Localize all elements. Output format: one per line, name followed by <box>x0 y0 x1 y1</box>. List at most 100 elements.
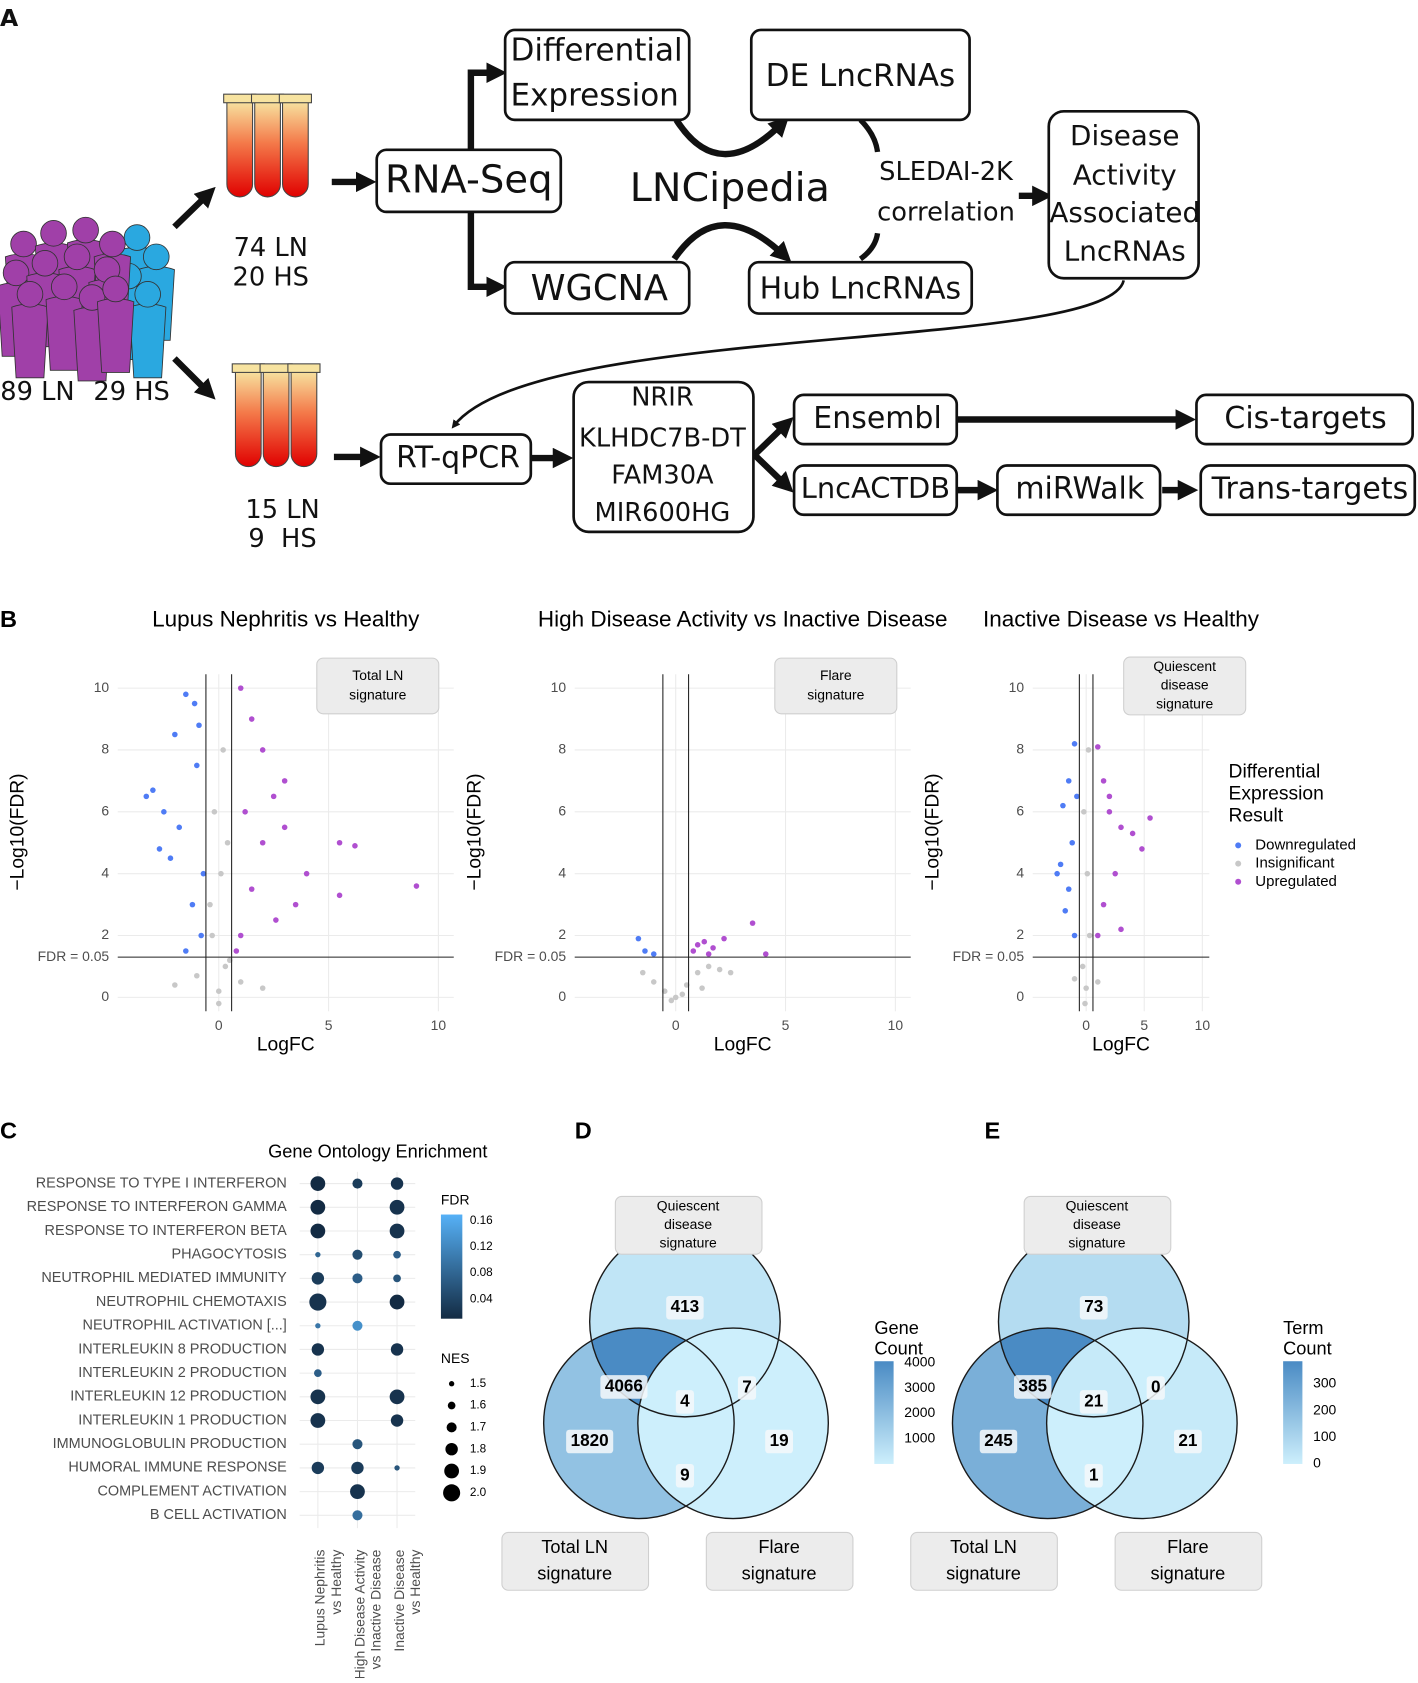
y-tick-label: 8 <box>1016 741 1024 757</box>
chart-title: Inactive Disease vs Healthy <box>983 607 1260 632</box>
venn-outline <box>951 1327 1144 1520</box>
set-label: Total LN <box>950 1537 1017 1557</box>
point <box>189 901 196 908</box>
person-head <box>99 230 126 258</box>
point <box>1106 809 1113 815</box>
row-label: INTERLEUKIN 12 PRODUCTION <box>70 1389 287 1405</box>
point <box>198 932 204 939</box>
point <box>161 809 167 815</box>
y-tick-label: 2 <box>101 926 109 942</box>
point <box>352 843 358 849</box>
set-label: disease <box>1073 1216 1121 1232</box>
x-axis-label: LogFC <box>714 1035 772 1056</box>
legend-swatch <box>1235 860 1242 867</box>
tube <box>254 97 281 198</box>
row-label: INTERLEUKIN 2 PRODUCTION <box>78 1365 287 1381</box>
node-label: Associated <box>1049 196 1200 229</box>
point <box>1086 932 1093 939</box>
legend-swatch <box>1235 878 1242 885</box>
point <box>270 793 277 800</box>
legend-tick: 2.0 <box>470 1486 487 1499</box>
dot <box>390 1414 404 1427</box>
dot <box>309 1293 327 1311</box>
tube <box>234 367 262 468</box>
region-label: 385 <box>1018 1376 1047 1395</box>
cohort-label: 15 LN <box>245 495 319 525</box>
set-label-box <box>705 1531 854 1591</box>
row-label: RESPONSE TO TYPE I INTERFERON <box>36 1175 287 1191</box>
tube-rim <box>278 93 312 104</box>
point <box>1071 740 1078 747</box>
point <box>194 762 200 769</box>
venn-outline <box>1045 1327 1238 1520</box>
set-label: Flare <box>1167 1537 1208 1557</box>
y-axis-label: −Log10(FDR) <box>7 773 28 890</box>
point <box>705 951 712 957</box>
x-tick-label: 5 <box>782 1017 790 1033</box>
legend-label: Insignificant <box>1255 855 1335 872</box>
person-head <box>134 281 161 308</box>
tube-rim <box>287 363 321 373</box>
arrow <box>467 211 507 298</box>
annotation-box <box>316 657 440 715</box>
x-tick-label: 0 <box>1082 1017 1090 1033</box>
tube <box>226 97 254 198</box>
label-bg <box>1079 1295 1108 1320</box>
cohort-icons <box>0 216 175 382</box>
point <box>1112 870 1118 877</box>
point <box>710 945 716 951</box>
panel-label: B <box>0 606 17 632</box>
point <box>1057 861 1064 868</box>
dot <box>352 1320 363 1331</box>
y-tick-label: 6 <box>1016 802 1024 818</box>
label-bg <box>765 1429 794 1454</box>
point <box>200 870 207 877</box>
point <box>215 988 222 994</box>
colorbar <box>874 1361 894 1464</box>
node-box <box>996 464 1162 517</box>
dot <box>390 1343 404 1356</box>
point <box>248 716 255 722</box>
node-box <box>792 464 959 517</box>
point <box>642 948 648 954</box>
legend-tick: 1.5 <box>470 1377 487 1390</box>
dot <box>390 1177 404 1190</box>
set-label-box <box>614 1195 763 1255</box>
point <box>143 793 150 800</box>
arrow <box>671 222 792 263</box>
point <box>635 935 642 942</box>
y-tick-label: 2 <box>558 926 566 942</box>
point <box>1079 963 1086 970</box>
point <box>156 846 163 852</box>
y-tick-label: 8 <box>101 741 109 757</box>
dot <box>352 1439 363 1450</box>
point <box>209 932 215 939</box>
y-axis-label: −Log10(FDR) <box>464 773 485 890</box>
cohort-label: 74 LN <box>234 233 308 263</box>
person-body <box>129 303 167 379</box>
point <box>721 935 727 942</box>
legend-swatch <box>445 1442 458 1456</box>
y-tick-label: 0 <box>1016 988 1024 1004</box>
person-head <box>102 275 129 303</box>
cohort-label: 29 HS <box>93 377 169 407</box>
point <box>220 747 226 753</box>
point <box>1065 886 1072 892</box>
sample-tubes <box>223 93 321 468</box>
threshold-label: FDR = 0.05 <box>38 948 110 964</box>
y-tick-label: 2 <box>1016 926 1024 942</box>
point <box>172 731 178 738</box>
point <box>259 747 266 753</box>
legend-tick: 200 <box>1313 1401 1336 1417</box>
dot <box>351 1461 364 1475</box>
point <box>336 892 343 899</box>
legend-swatch <box>443 1484 461 1502</box>
point <box>1100 901 1107 908</box>
legend-tick: 1.6 <box>470 1399 487 1412</box>
dot <box>350 1484 365 1499</box>
legend-title: Gene <box>874 1318 919 1338</box>
point <box>1094 744 1101 750</box>
node-label: SLEDAI-2K <box>879 157 1014 187</box>
